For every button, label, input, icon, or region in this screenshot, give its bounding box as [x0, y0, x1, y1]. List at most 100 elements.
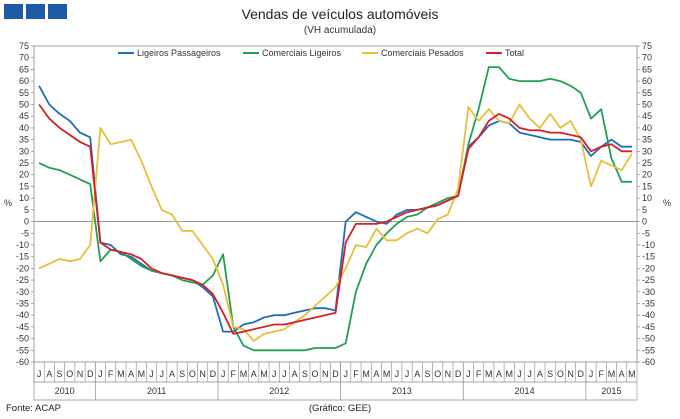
x-month-label: M: [485, 369, 493, 379]
y-tick-label-right: 60: [642, 76, 652, 86]
logo-block-1: [4, 4, 23, 19]
x-month-label: J: [466, 369, 471, 379]
x-month-label: A: [46, 369, 52, 379]
y-axis-label-left: %: [4, 198, 12, 208]
x-month-label: J: [149, 369, 154, 379]
x-month-label: N: [77, 369, 84, 379]
x-month-label: J: [589, 369, 594, 379]
x-month-label: A: [496, 369, 502, 379]
x-month-label: O: [312, 369, 319, 379]
x-year-label: 2010: [55, 386, 75, 396]
x-year-label: 2013: [392, 386, 412, 396]
x-month-label: J: [221, 369, 226, 379]
y-tick-label-right: -60: [642, 357, 655, 367]
y-tick-label-left: 65: [19, 64, 29, 74]
y-tick-label-right: 75: [642, 41, 652, 51]
series-line-1: [38, 66, 632, 352]
x-month-label: J: [517, 369, 522, 379]
series-line-2: [38, 103, 633, 342]
x-month-label: S: [179, 369, 185, 379]
x-month-label: A: [414, 369, 420, 379]
y-tick-label-left: 70: [19, 53, 29, 63]
y-tick-label-right: 10: [642, 193, 652, 203]
x-year-label: 2014: [515, 386, 535, 396]
x-month-label: D: [332, 369, 339, 379]
x-month-label: N: [445, 369, 452, 379]
legend-label-0: Ligeiros Passageiros: [137, 48, 221, 58]
x-month-label: F: [231, 369, 237, 379]
y-tick-label-right: -35: [642, 298, 655, 308]
y-tick-label-right: -20: [642, 263, 655, 273]
x-month-label: S: [424, 369, 430, 379]
x-month-label: F: [353, 369, 359, 379]
x-month-label: M: [240, 369, 248, 379]
y-tick-label-right: 65: [642, 64, 652, 74]
x-year-label: 2011: [147, 386, 166, 396]
x-month-label: M: [138, 369, 146, 379]
x-month-label: M: [117, 369, 125, 379]
y-tick-label-left: 5: [24, 205, 29, 215]
x-month-label: M: [628, 369, 636, 379]
y-tick-label-right: 55: [642, 88, 652, 98]
x-month-label: J: [98, 369, 103, 379]
legend-label-3: Total: [505, 48, 524, 58]
y-tick-label-left: -25: [16, 275, 29, 285]
x-month-label: M: [362, 369, 370, 379]
y-tick-label-left: 30: [19, 146, 29, 156]
y-tick-label-right: -55: [642, 345, 655, 355]
x-month-label: A: [292, 369, 298, 379]
x-month-label: N: [322, 369, 329, 379]
y-tick-label-left: 75: [19, 41, 29, 51]
legend-label-2: Comerciais Pesados: [381, 48, 464, 58]
y-tick-label-left: 0: [24, 217, 29, 227]
y-tick-label-right: -50: [642, 334, 655, 344]
x-month-label: S: [302, 369, 308, 379]
series-line-3: [38, 103, 632, 335]
y-tick-label-right: 25: [642, 158, 652, 168]
y-tick-label-left: 20: [19, 170, 29, 180]
chart-credit: (Gráfico: GEE): [308, 403, 372, 414]
y-tick-label-left: 55: [19, 88, 29, 98]
y-tick-label-left: -35: [16, 298, 29, 308]
x-month-label: O: [557, 369, 564, 379]
x-month-label: M: [608, 369, 616, 379]
logo-block-2: [26, 4, 45, 19]
y-tick-label-left: -40: [16, 310, 29, 320]
logo: [4, 4, 67, 19]
y-tick-label-left: -60: [16, 357, 29, 367]
y-tick-label-right: 15: [642, 181, 652, 191]
x-month-label: J: [272, 369, 277, 379]
logo-block-3: [48, 4, 67, 19]
x-month-label: N: [199, 369, 206, 379]
x-month-label: J: [395, 369, 400, 379]
x-month-label: A: [619, 369, 625, 379]
y-tick-label-left: 15: [19, 181, 29, 191]
x-month-label: F: [476, 369, 482, 379]
x-month-label: M: [383, 369, 391, 379]
y-tick-label-right: 30: [642, 146, 652, 156]
x-month-label: F: [598, 369, 604, 379]
y-tick-label-left: -45: [16, 322, 29, 332]
x-month-label: N: [567, 369, 574, 379]
y-tick-label-right: -25: [642, 275, 655, 285]
x-year-label: 2012: [269, 386, 289, 396]
x-month-label: D: [87, 369, 94, 379]
x-month-label: A: [251, 369, 257, 379]
y-tick-label-right: 35: [642, 135, 652, 145]
y-tick-label-right: -40: [642, 310, 655, 320]
x-month-label: F: [108, 369, 114, 379]
x-month-label: O: [66, 369, 73, 379]
y-tick-label-left: -50: [16, 334, 29, 344]
y-tick-label-left: 45: [19, 111, 29, 121]
x-month-label: J: [282, 369, 287, 379]
x-month-label: M: [505, 369, 513, 379]
x-month-label: O: [434, 369, 441, 379]
y-tick-label-right: 40: [642, 123, 652, 133]
y-tick-label-right: 50: [642, 100, 652, 110]
x-month-label: S: [547, 369, 553, 379]
x-month-label: D: [455, 369, 462, 379]
x-month-label: A: [373, 369, 379, 379]
plot-frame: [33, 45, 638, 363]
y-tick-label-left: 50: [19, 100, 29, 110]
